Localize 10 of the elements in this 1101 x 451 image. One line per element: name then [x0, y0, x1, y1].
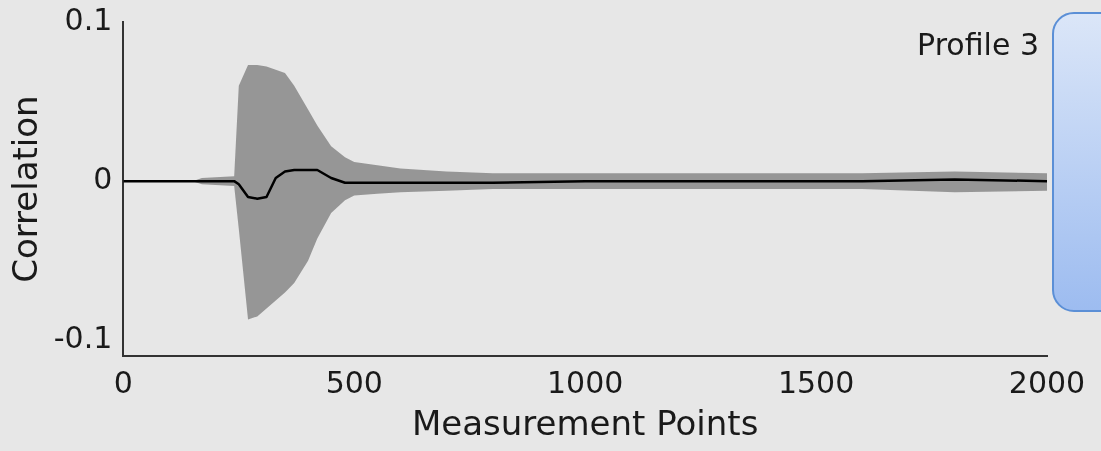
annotation: Profile 3 [917, 26, 1039, 62]
y-tick-label: 0 [93, 160, 113, 196]
x-tick-label: 500 [325, 365, 383, 400]
x-tick-label: 1000 [546, 365, 624, 400]
y-tick-label: 0.1 [64, 1, 113, 37]
x-tick-label: 2000 [1008, 365, 1086, 400]
y-axis-title: Correlation [5, 95, 46, 283]
x-tick-label: 1500 [777, 365, 855, 400]
y-tick-label: -0.1 [53, 320, 113, 356]
x-axis-title: Measurement Points [411, 403, 759, 444]
